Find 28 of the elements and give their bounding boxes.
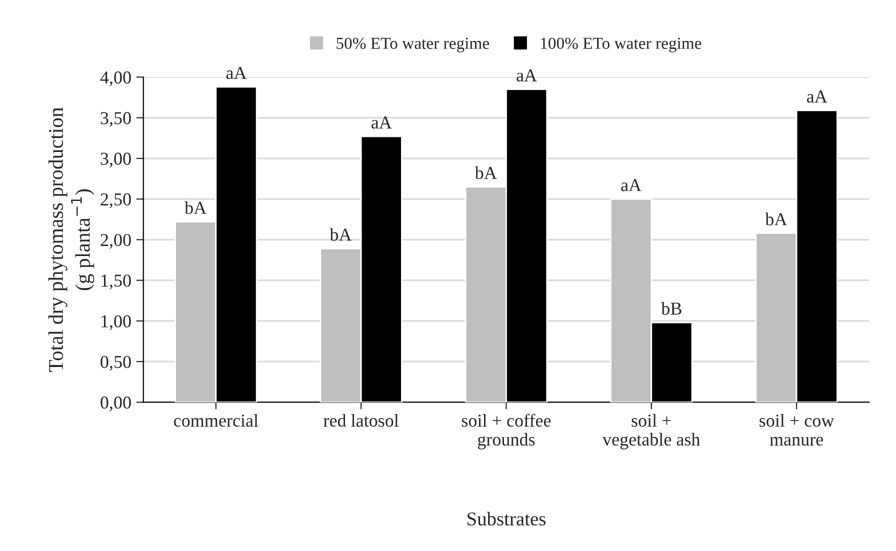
x-axis-title: Substrates — [468, 512, 546, 526]
y-tick-label: 4,00 — [100, 71, 131, 86]
data-label: aA — [372, 116, 392, 129]
legend-label: 50% ETo water regime — [336, 38, 489, 52]
y-tick-label: 1,50 — [102, 274, 131, 290]
x-tick-label: soil + coffee grounds — [462, 414, 551, 450]
data-label: bA — [765, 212, 788, 226]
data-label: aA — [621, 179, 642, 192]
data-label: aA — [226, 66, 247, 80]
y-tick-label: 2,50 — [100, 193, 131, 208]
x-tick-label: commercial — [174, 414, 258, 427]
legend-label: 100% ETo water regime — [541, 38, 702, 52]
y-tick-label: 3,00 — [100, 152, 131, 168]
y-tick-label: 0,50 — [100, 356, 131, 371]
y-tick-label: 3,50 — [100, 112, 131, 127]
data-label: bA — [184, 201, 207, 214]
y-tick-label: 2,00 — [100, 234, 131, 249]
x-tick-label: soil + cow manure — [760, 414, 834, 446]
y-tick-label: 1,00 — [102, 315, 131, 330]
data-label: bA — [474, 166, 497, 180]
data-label: aA — [516, 69, 537, 82]
y-axis-title: Total dry phytomass production (g planta$^{−1}$) — [48, 107, 94, 372]
data-label: bB — [661, 302, 682, 315]
data-label: bA — [330, 228, 352, 241]
data-label: aA — [806, 90, 828, 103]
y-tick-label: 0,00 — [100, 396, 131, 412]
x-tick-label: red latosol — [324, 414, 399, 427]
x-tick-label: soil + vegetable ash — [602, 414, 700, 450]
